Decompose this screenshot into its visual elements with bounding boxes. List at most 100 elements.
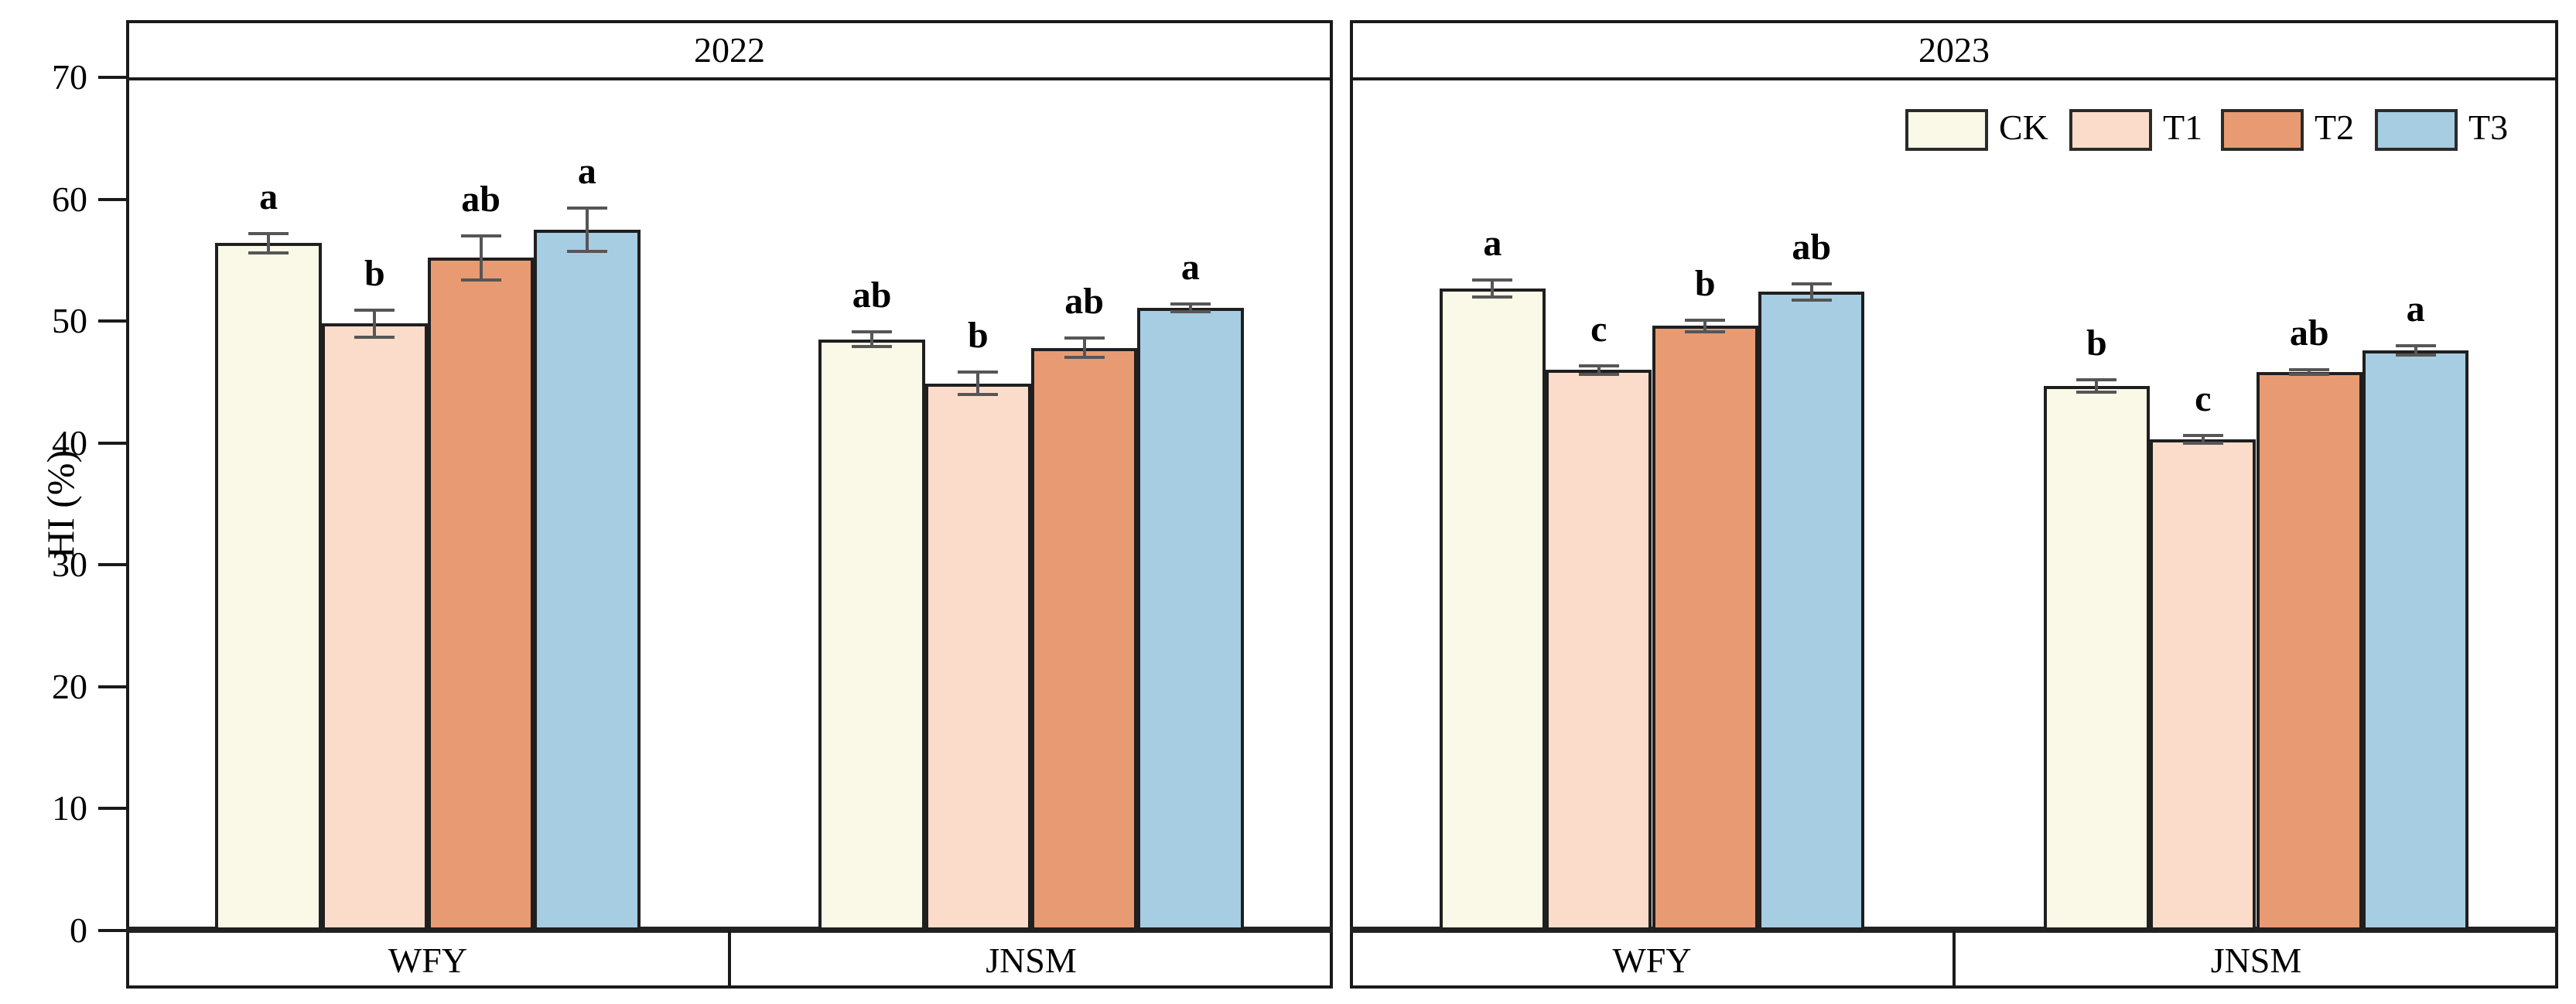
error-bar-2022-JNSM-CK (870, 332, 874, 347)
error-cap-top (460, 234, 501, 237)
sig-letter-2022-JNSM-T3: a (1180, 247, 1200, 289)
error-cap-top (2182, 434, 2223, 438)
bar-2023-JNSM-T2 (2256, 372, 2362, 931)
legend-label-T1: T1 (2163, 108, 2203, 147)
y-tick-mark-0 (98, 929, 126, 932)
bar-2022-WFY-T1 (321, 323, 428, 931)
error-cap-bottom (566, 249, 607, 253)
error-bar-2023-WFY-T3 (1809, 284, 1813, 300)
legend-label-CK: CK (1999, 108, 2048, 147)
bar-2022-JNSM-T3 (1137, 307, 1244, 931)
sig-letter-2022-WFY-T1: b (364, 252, 385, 294)
sig-letter-2023-WFY-T1: c (1590, 308, 1607, 350)
error-bar-2022-JNSM-T2 (1082, 338, 1086, 358)
error-cap-top (248, 231, 289, 235)
error-cap-bottom (1791, 298, 1832, 302)
sig-letter-2023-WFY-T3: ab (1792, 227, 1832, 268)
sig-letter-2023-JNSM-CK: b (2086, 322, 2107, 364)
error-cap-bottom (1685, 330, 1726, 334)
y-tick-label-20: 20 (52, 666, 87, 706)
error-bar-2022-JNSM-T3 (1188, 304, 1192, 312)
error-cap-bottom (1472, 295, 1513, 299)
bar-2022-WFY-T3 (534, 229, 641, 931)
zero-axis-line (1350, 927, 2558, 933)
bar-2023-WFY-T1 (1546, 370, 1652, 931)
bar-2023-WFY-T2 (1652, 326, 1758, 931)
sig-letter-2022-JNSM-CK: ab (852, 275, 892, 316)
error-bar-2023-WFY-CK (1491, 279, 1495, 297)
error-cap-bottom (460, 278, 501, 282)
error-cap-top (1685, 318, 1726, 322)
y-tick-mark-70 (98, 76, 126, 79)
legend-swatch-T3 (2375, 109, 2458, 151)
sig-letter-2023-JNSM-T1: c (2195, 378, 2212, 420)
y-tick-mark-40 (98, 441, 126, 445)
sig-letter-2023-JNSM-T3: a (2406, 288, 2425, 330)
bar-2022-JNSM-T2 (1031, 347, 1138, 931)
sig-letter-2022-WFY-CK: a (259, 176, 278, 217)
error-cap-top (2076, 377, 2117, 381)
legend-label-T2: T2 (2315, 108, 2355, 147)
y-tick-label-40: 40 (52, 422, 87, 463)
y-tick-label-70: 70 (52, 57, 87, 97)
panel-title-2022: 2022 (694, 30, 765, 70)
error-bar-2022-WFY-CK (267, 233, 271, 253)
error-cap-bottom (2395, 353, 2436, 357)
zero-axis-line (126, 927, 1333, 933)
error-cap-top (958, 371, 999, 374)
bar-2023-JNSM-T3 (2362, 350, 2469, 931)
error-cap-top (1170, 302, 1211, 306)
category-band-divider (728, 931, 731, 989)
legend-swatch-T2 (2221, 109, 2304, 151)
bar-2022-WFY-T2 (428, 258, 535, 931)
error-cap-top (1578, 364, 1619, 367)
error-cap-bottom (1064, 356, 1105, 360)
error-bar-2022-WFY-T3 (585, 208, 589, 251)
error-bar-2022-WFY-T2 (479, 235, 483, 280)
title-band-divider (1350, 77, 2558, 80)
error-cap-bottom (2182, 441, 2223, 445)
category-label-2022-JNSM: JNSM (986, 941, 1077, 980)
error-cap-bottom (248, 251, 289, 254)
category-label-2023-JNSM: JNSM (2210, 941, 2302, 980)
error-cap-top (1064, 336, 1105, 340)
bar-2022-JNSM-T1 (924, 383, 1031, 931)
bar-2023-WFY-CK (1439, 288, 1546, 931)
y-tick-label-0: 0 (70, 910, 87, 950)
error-bar-2022-WFY-T1 (373, 309, 377, 337)
error-cap-top (2289, 368, 2330, 372)
error-cap-top (1472, 278, 1513, 282)
category-label-2023-WFY: WFY (1612, 941, 1692, 980)
error-cap-bottom (2076, 390, 2117, 394)
y-tick-label-30: 30 (52, 545, 87, 585)
title-band-divider (126, 77, 1333, 80)
error-bar-2023-JNSM-T2 (2308, 370, 2311, 375)
error-cap-bottom (1578, 372, 1619, 376)
y-tick-label-10: 10 (52, 788, 87, 828)
error-cap-top (852, 330, 893, 334)
sig-letter-2023-WFY-CK: a (1483, 222, 1502, 264)
y-tick-mark-10 (98, 807, 126, 811)
error-cap-top (566, 207, 607, 210)
y-tick-mark-20 (98, 685, 126, 688)
bar-2023-JNSM-T1 (2150, 439, 2257, 931)
y-tick-mark-60 (98, 197, 126, 201)
legend-label-T3: T3 (2468, 108, 2509, 147)
error-bar-2023-JNSM-T3 (2414, 345, 2417, 356)
error-bar-2023-JNSM-CK (2095, 379, 2099, 392)
bar-2022-WFY-CK (215, 243, 322, 931)
y-tick-label-50: 50 (52, 301, 87, 341)
sig-letter-2023-JNSM-T2: ab (2289, 312, 2329, 354)
error-cap-top (2395, 343, 2436, 347)
error-bar-2023-JNSM-T1 (2201, 435, 2205, 443)
error-bar-2023-WFY-T1 (1597, 365, 1601, 374)
error-cap-bottom (1170, 309, 1211, 313)
error-cap-bottom (354, 335, 395, 339)
y-tick-mark-50 (98, 319, 126, 323)
y-tick-mark-30 (98, 563, 126, 567)
category-band-divider (1952, 931, 1956, 989)
y-tick-label-60: 60 (52, 179, 87, 219)
error-bar-2023-WFY-T2 (1703, 319, 1707, 333)
